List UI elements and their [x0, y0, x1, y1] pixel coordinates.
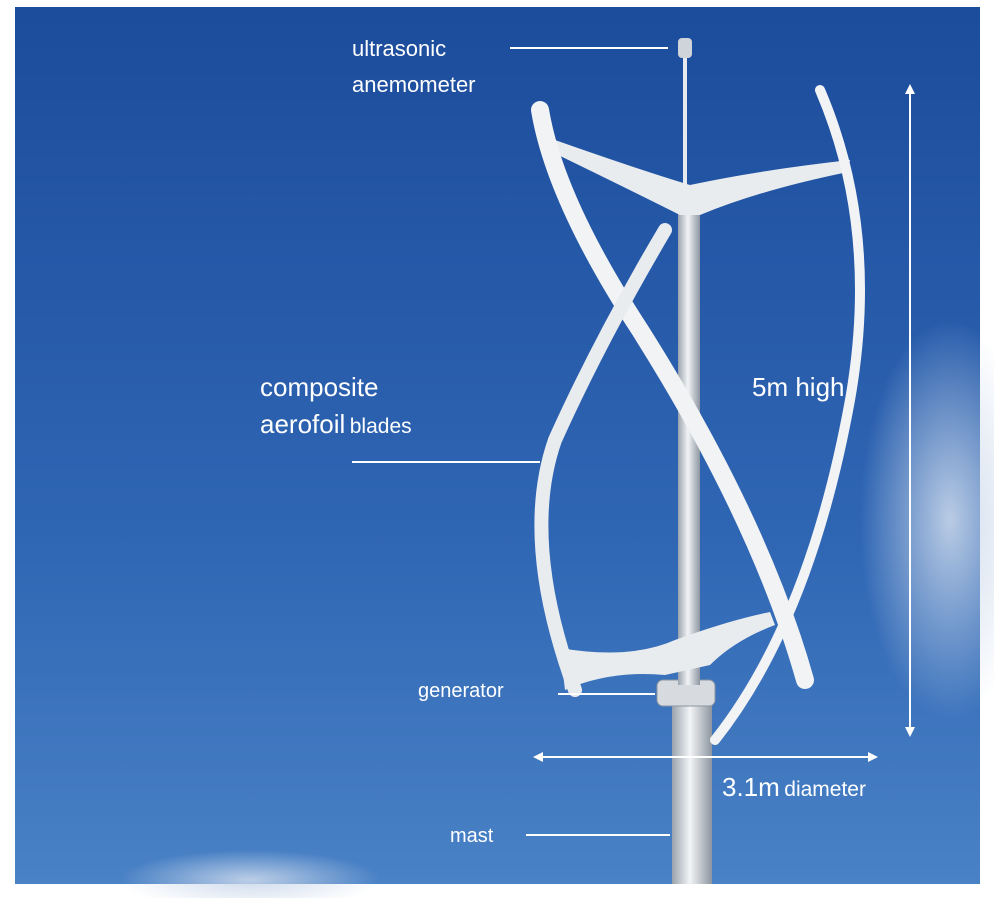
label-part: blades — [350, 415, 412, 438]
mast — [672, 690, 712, 884]
anemometer — [678, 38, 692, 58]
shaft — [678, 205, 700, 685]
label-part: diameter — [784, 778, 866, 801]
photo: ultrasonic anemometer composite aerofoil… — [0, 0, 994, 898]
label-part: 3.1m — [722, 772, 780, 802]
label: composite — [260, 372, 379, 402]
label-part: aerofoil — [260, 409, 345, 439]
label: generator — [418, 680, 504, 702]
label: mast — [450, 825, 494, 847]
label: anemometer — [352, 72, 476, 97]
label: 5m high — [752, 372, 845, 402]
label: ultrasonic — [352, 36, 446, 61]
page: ultrasonic anemometer composite aerofoil… — [0, 0, 994, 898]
